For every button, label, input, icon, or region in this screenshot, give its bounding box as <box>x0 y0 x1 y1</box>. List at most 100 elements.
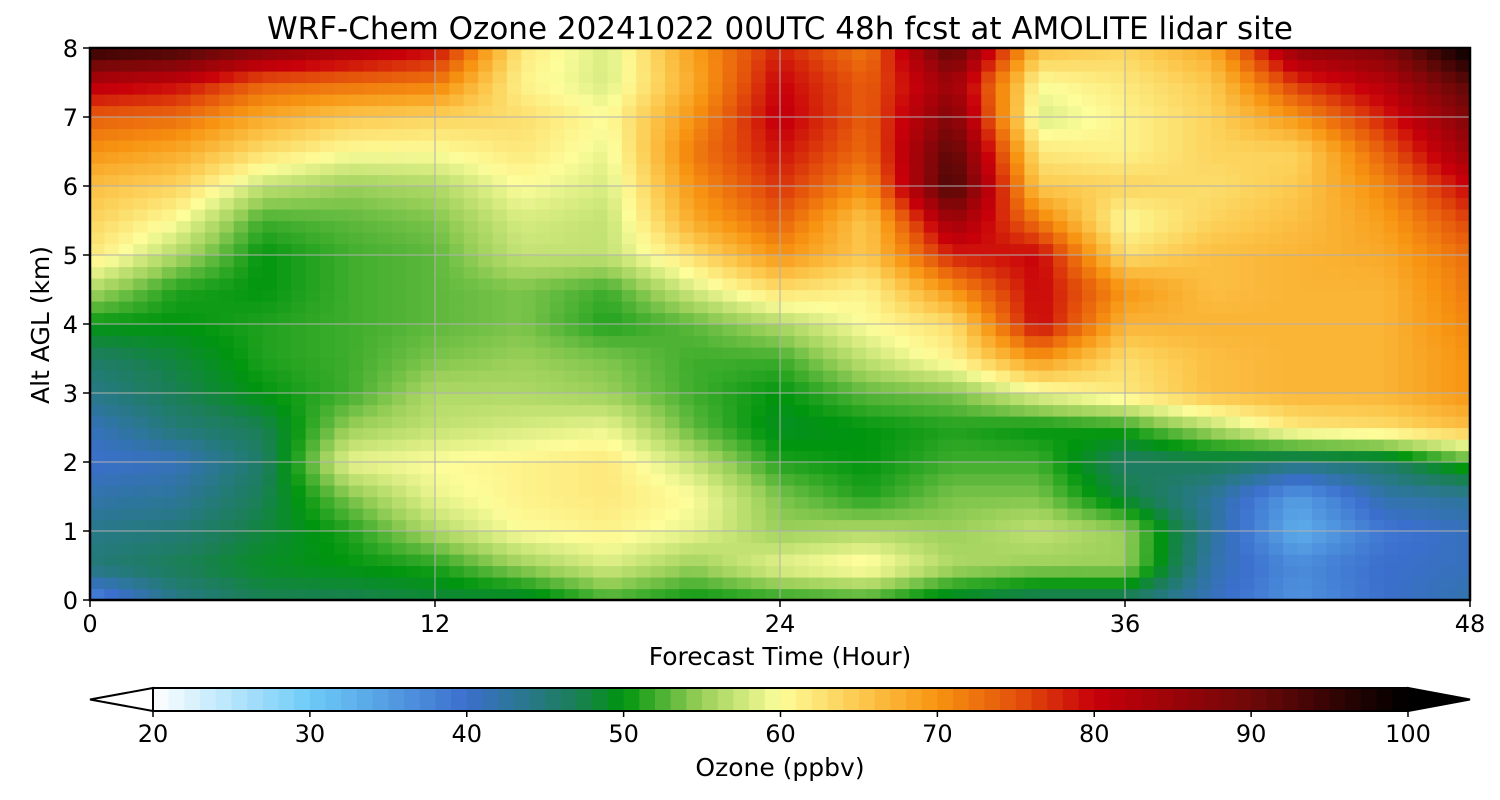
heatmap-cell <box>1355 151 1370 164</box>
heatmap-cell <box>1412 151 1428 164</box>
heatmap-cell <box>377 82 393 95</box>
heatmap-cell <box>463 462 479 475</box>
heatmap-cell <box>449 554 465 567</box>
heatmap-cell <box>1024 163 1040 176</box>
heatmap-cell <box>104 439 120 452</box>
heatmap-cell <box>550 151 565 164</box>
heatmap-cell <box>176 347 192 360</box>
heatmap-cell <box>636 335 652 348</box>
heatmap-cell <box>708 289 724 302</box>
heatmap-cell <box>578 519 594 532</box>
heatmap-cell <box>276 358 292 371</box>
heatmap-cell <box>1196 289 1212 302</box>
heatmap-cell <box>880 197 896 210</box>
heatmap-cell <box>1010 542 1025 555</box>
heatmap-cell <box>118 404 134 417</box>
heatmap-cell <box>1168 370 1184 383</box>
heatmap-cell <box>1110 577 1126 590</box>
heatmap-cell <box>1125 209 1140 222</box>
heatmap-cell <box>535 393 551 406</box>
heatmap-cell <box>923 255 939 268</box>
heatmap-cell <box>1326 82 1342 95</box>
heatmap-cell <box>1139 232 1155 245</box>
heatmap-cell <box>147 358 163 371</box>
heatmap-cell <box>578 450 594 463</box>
heatmap-cell <box>1211 82 1227 95</box>
heatmap-cell <box>866 48 882 61</box>
heatmap-cell <box>1283 450 1299 463</box>
heatmap-cell <box>1311 462 1327 475</box>
heatmap-cell <box>851 140 867 153</box>
heatmap-cell <box>880 48 896 61</box>
heatmap-cell <box>463 416 479 429</box>
heatmap-cell <box>1081 358 1097 371</box>
heatmap-cell <box>262 312 278 325</box>
heatmap-cell <box>435 220 450 233</box>
heatmap-cell <box>506 393 522 406</box>
heatmap-cell <box>794 232 810 245</box>
heatmap-cell <box>823 427 839 440</box>
heatmap-cell <box>190 174 206 187</box>
heatmap-cell <box>1283 439 1299 452</box>
heatmap-cell <box>938 163 954 176</box>
heatmap-cell <box>363 577 379 590</box>
heatmap-cell <box>938 554 954 567</box>
heatmap-cell <box>621 335 637 348</box>
heatmap-cell <box>1182 519 1198 532</box>
heatmap-cell <box>1024 209 1040 222</box>
heatmap-cell <box>607 508 623 521</box>
heatmap-cell <box>1455 588 1471 601</box>
heatmap-cell <box>1081 117 1097 130</box>
heatmap-cell <box>1369 266 1385 279</box>
heatmap-cell <box>1038 140 1054 153</box>
heatmap-cell <box>1297 439 1313 452</box>
heatmap-cell <box>895 439 910 452</box>
heatmap-cell <box>1010 577 1025 590</box>
heatmap-cell <box>348 393 364 406</box>
heatmap-cell <box>205 508 220 521</box>
heatmap-cell <box>118 381 134 394</box>
heatmap-cell <box>262 163 278 176</box>
heatmap-cell <box>966 266 982 279</box>
heatmap-cell <box>1196 278 1212 291</box>
heatmap-cell <box>1182 197 1198 210</box>
heatmap-cell <box>1125 289 1140 302</box>
heatmap-cell <box>219 427 235 440</box>
heatmap-cells <box>90 48 1471 601</box>
heatmap-cell <box>305 588 321 601</box>
heatmap-cell <box>780 588 795 601</box>
heatmap-cell <box>1441 588 1457 601</box>
heatmap-cell <box>995 312 1011 325</box>
heatmap-cell <box>1053 289 1069 302</box>
heatmap-cell <box>205 140 220 153</box>
heatmap-cell <box>1412 519 1428 532</box>
colorbar-segment <box>247 688 264 711</box>
heatmap-cell <box>578 301 594 314</box>
heatmap-cell <box>1038 163 1054 176</box>
heatmap-cell <box>823 531 839 544</box>
heatmap-cell <box>1441 232 1457 245</box>
heatmap-cell <box>995 255 1011 268</box>
heatmap-cell <box>851 301 867 314</box>
heatmap-cell <box>981 462 997 475</box>
heatmap-cell <box>1096 554 1112 567</box>
heatmap-cell <box>1196 427 1212 440</box>
heatmap-cell <box>607 266 623 279</box>
heatmap-cell <box>751 197 767 210</box>
heatmap-cell <box>808 531 824 544</box>
heatmap-cell <box>276 496 292 509</box>
heatmap-cell <box>1211 588 1227 601</box>
heatmap-cell <box>161 427 177 440</box>
heatmap-cell <box>909 519 925 532</box>
heatmap-cell <box>1182 370 1198 383</box>
heatmap-cell <box>564 71 580 84</box>
heatmap-cell <box>506 289 522 302</box>
heatmap-cell <box>1153 370 1169 383</box>
heatmap-cell <box>823 59 839 72</box>
heatmap-cell <box>665 59 680 72</box>
heatmap-cell <box>535 496 551 509</box>
heatmap-cell <box>981 220 997 233</box>
heatmap-cell <box>780 485 795 498</box>
heatmap-cell <box>391 416 407 429</box>
heatmap-cell <box>765 485 781 498</box>
